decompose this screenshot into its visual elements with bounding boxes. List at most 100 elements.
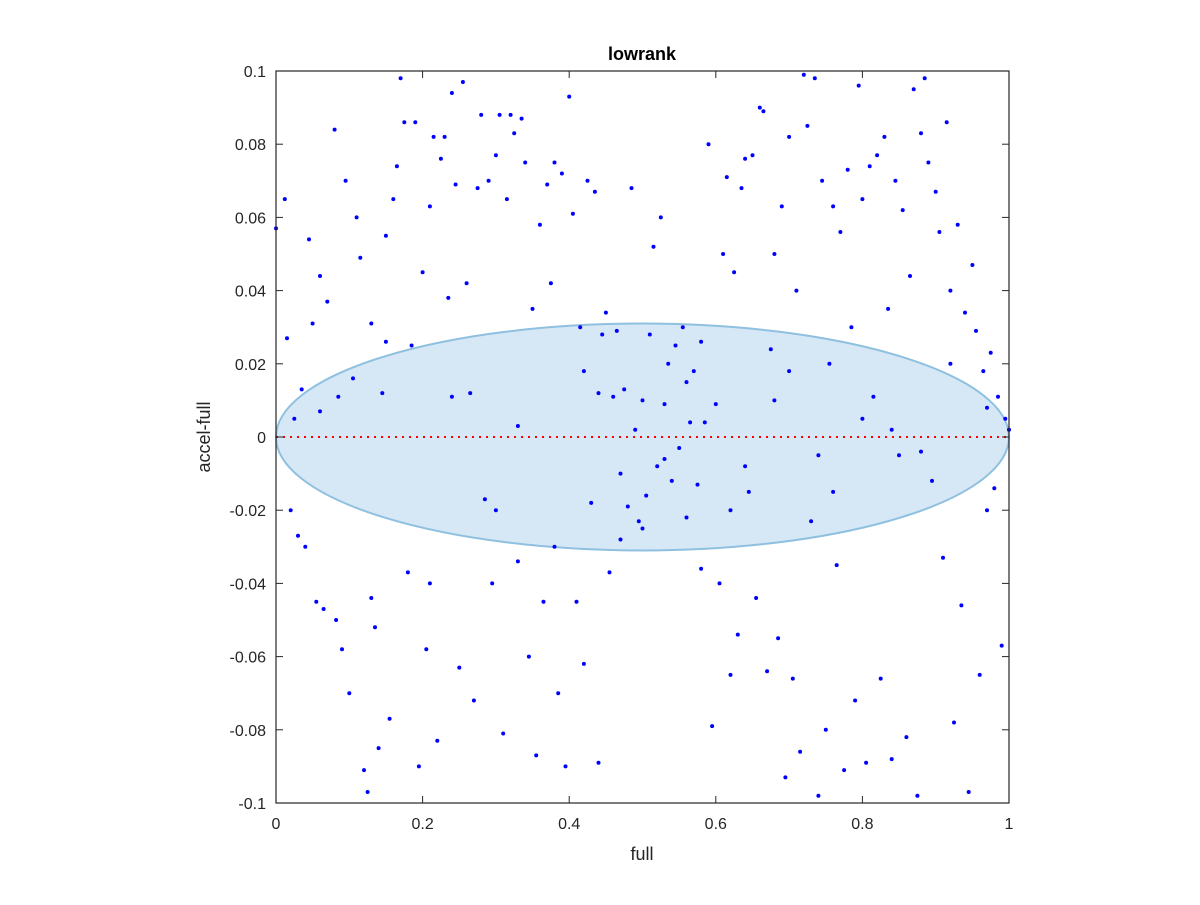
- data-point: [908, 274, 912, 278]
- data-point: [768, 347, 773, 352]
- data-point: [831, 204, 836, 209]
- data-point: [757, 105, 762, 110]
- data-point: [534, 753, 539, 758]
- data-point: [750, 153, 755, 158]
- data-point: [416, 764, 421, 769]
- data-point: [420, 270, 425, 275]
- data-point: [567, 94, 572, 99]
- data-point: [552, 160, 557, 165]
- data-point: [548, 281, 553, 286]
- data-point: [988, 350, 993, 355]
- data-point: [424, 647, 429, 652]
- data-point: [691, 369, 696, 374]
- data-point: [1003, 416, 1008, 421]
- data-point: [702, 420, 707, 425]
- data-point: [739, 186, 744, 191]
- data-point: [728, 508, 733, 513]
- data-point: [596, 391, 601, 396]
- data-point: [614, 328, 619, 333]
- data-point: [592, 189, 597, 194]
- axes: 0 0.2 0.4 0.6 0.8 1 -0.1 -0.08 -0.06 -0.04 -0.02 0 0…: [230, 64, 1014, 833]
- data-point: [552, 544, 557, 549]
- data-point: [431, 134, 436, 139]
- data-point: [684, 380, 689, 385]
- data-point: [288, 508, 293, 513]
- data-point: [471, 698, 476, 703]
- data-point: [710, 724, 715, 729]
- data-point: [948, 288, 953, 293]
- data-point: [992, 486, 997, 491]
- data-point: [845, 167, 850, 172]
- data-point: [816, 453, 821, 458]
- data-point: [871, 394, 876, 399]
- data-point: [680, 325, 685, 330]
- data-point: [523, 160, 528, 165]
- data-point: [999, 643, 1004, 648]
- data-point: [497, 112, 502, 117]
- data-point: [449, 394, 454, 399]
- data-point: [985, 508, 989, 513]
- data-point: [882, 134, 887, 139]
- data-point: [285, 336, 289, 341]
- data-point: [662, 457, 667, 461]
- data-point: [541, 599, 546, 604]
- data-point: [362, 768, 366, 773]
- data-point: [475, 186, 480, 191]
- data-point: [581, 661, 586, 666]
- data-point: [776, 636, 781, 641]
- data-point: [856, 83, 861, 88]
- data-point: [336, 394, 341, 399]
- data-point: [512, 131, 517, 136]
- data-point: [574, 599, 579, 604]
- data-point: [347, 691, 352, 696]
- data-point: [688, 420, 693, 425]
- data-point: [464, 281, 469, 286]
- data-point: [658, 215, 663, 220]
- data-point: [669, 478, 674, 483]
- y-tick-label: -0.06: [230, 650, 267, 667]
- data-point: [900, 208, 905, 213]
- data-point: [695, 482, 700, 487]
- data-point: [948, 361, 953, 366]
- data-point: [351, 376, 355, 381]
- data-point: [963, 310, 967, 315]
- data-point: [460, 80, 465, 84]
- data-point: [889, 427, 894, 432]
- data-point: [743, 156, 748, 161]
- data-point: [611, 394, 616, 399]
- data-point: [508, 112, 513, 117]
- data-point: [981, 369, 986, 374]
- data-point: [636, 519, 641, 524]
- data-point: [427, 581, 432, 586]
- data-point: [282, 197, 287, 202]
- data-point: [318, 274, 322, 278]
- data-point: [724, 175, 729, 180]
- data-point: [391, 197, 396, 202]
- data-point: [926, 160, 931, 165]
- data-point: [603, 310, 608, 315]
- data-point: [438, 156, 443, 161]
- data-point: [585, 178, 590, 183]
- data-point: [794, 288, 799, 293]
- data-point: [966, 790, 971, 794]
- data-point: [651, 244, 656, 249]
- data-point: [570, 211, 575, 216]
- data-point: [772, 252, 777, 256]
- data-point: [713, 402, 718, 407]
- y-tick-label: 0.1: [244, 64, 266, 81]
- data-point: [746, 489, 751, 494]
- data-point: [457, 665, 462, 670]
- data-point: [515, 424, 520, 428]
- data-point: [340, 647, 344, 652]
- data-point: [618, 537, 623, 542]
- data-point: [849, 325, 854, 330]
- data-point: [728, 672, 733, 677]
- data-point: [519, 116, 524, 121]
- data-point: [812, 76, 817, 81]
- data-point: [904, 735, 909, 740]
- data-point: [332, 127, 337, 132]
- y-tick-label: -0.04: [230, 576, 267, 593]
- data-point: [827, 361, 832, 366]
- y-tick-label: 0: [257, 430, 266, 447]
